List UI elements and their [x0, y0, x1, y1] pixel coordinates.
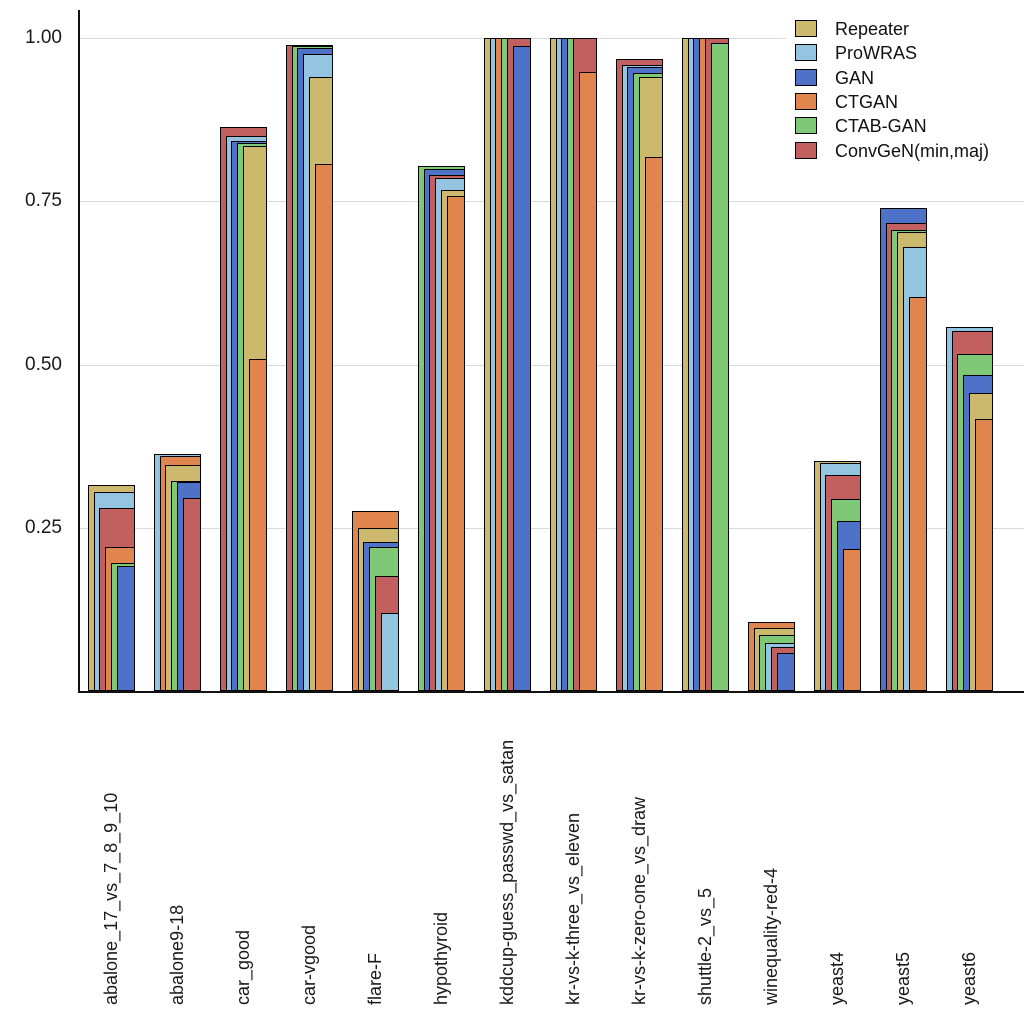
bar-car_good-CTGAN	[248, 359, 267, 691]
x-axis-label-kr-vs-k-three_vs_eleven: kr-vs-k-three_vs_eleven	[563, 812, 583, 1005]
bar-yeast5-CTGAN	[908, 297, 927, 691]
y-axis-line	[78, 10, 80, 693]
x-axis-label-kddcup-guess_passwd_vs_satan: kddcup-guess_passwd_vs_satan	[497, 739, 517, 1005]
x-axis-label-yeast4: yeast4	[827, 951, 847, 1005]
bar-kr-vs-k-three_vs_eleven-CTGAN	[578, 71, 597, 691]
bar-abalone9-18-ConvGeN(min,maj)	[182, 497, 201, 691]
legend-label-ConvGeN(min,maj): ConvGeN(min,maj)	[835, 140, 990, 161]
y-tick-label-1.00: 1.00	[25, 27, 62, 48]
bar-yeast4-CTGAN	[842, 548, 861, 691]
x-axis-label-kr-vs-k-zero-one_vs_draw: kr-vs-k-zero-one_vs_draw	[629, 796, 649, 1005]
x-axis-label-car-vgood: car-vgood	[299, 924, 319, 1005]
legend: Repeater ProWRAS GAN CTGAN CTAB-GAN ConvGeN(m…	[786, 12, 1024, 170]
legend-swatch-icon-GAN	[795, 68, 817, 86]
legend-swatch-icon-CTAB-GAN	[795, 117, 817, 135]
x-axis-label-abalone9-18: abalone9-18	[167, 904, 187, 1005]
bar-kddcup-guess_passwd_vs_satan-GAN	[512, 45, 531, 691]
y-tick-label-0.50: 0.50	[25, 353, 62, 375]
legend-label-GAN: GAN	[835, 67, 875, 88]
bar-kr-vs-k-zero-one_vs_draw-CTGAN	[644, 156, 663, 691]
x-axis-label-car_good: car_good	[233, 929, 253, 1005]
legend-label-CTGAN: CTGAN	[835, 91, 898, 112]
bar-winequality-red-4-GAN	[776, 653, 795, 691]
x-axis-label-abalone_17_vs_7_8_9_10: abalone_17_vs_7_8_9_10	[101, 792, 121, 1005]
bar-abalone_17_vs_7_8_9_10-GAN	[116, 565, 135, 691]
x-axis-label-yeast5: yeast5	[893, 951, 913, 1005]
legend-label-ProWRAS: ProWRAS	[835, 43, 918, 64]
bar-flare-F-ProWRAS	[380, 612, 399, 691]
x-axis-label-yeast6: yeast6	[959, 951, 979, 1005]
x-axis-label-shuttle-2_vs_5: shuttle-2_vs_5	[695, 887, 715, 1005]
x-axis-label-flare-F: flare-F	[365, 952, 385, 1005]
y-tick-label-0.25: 0.25	[25, 516, 62, 538]
x-axis-label-winequality-red-4: winequality-red-4	[761, 867, 781, 1005]
legend-swatch-icon-Repeater	[795, 20, 817, 37]
bar-yeast6-CTGAN	[974, 418, 993, 691]
bar-hypothyroid-CTGAN	[446, 196, 465, 691]
y-tick-label-0.75: 0.75	[25, 190, 62, 212]
x-axis-label-hypothyroid: hypothyroid	[431, 911, 451, 1005]
x-axis-line	[78, 691, 1024, 693]
bar-shuttle-2_vs_5-CTAB-GAN	[710, 42, 729, 691]
legend-swatch-icon-CTGAN	[795, 92, 817, 110]
legend-label-Repeater: Repeater	[835, 19, 910, 39]
legend-label-CTAB-GAN: CTAB-GAN	[835, 116, 927, 137]
bar-car-vgood-CTGAN	[314, 164, 333, 691]
legend-swatch-icon-ConvGeN(min,maj)	[795, 141, 817, 159]
legend-swatch-icon-ProWRAS	[795, 44, 817, 62]
